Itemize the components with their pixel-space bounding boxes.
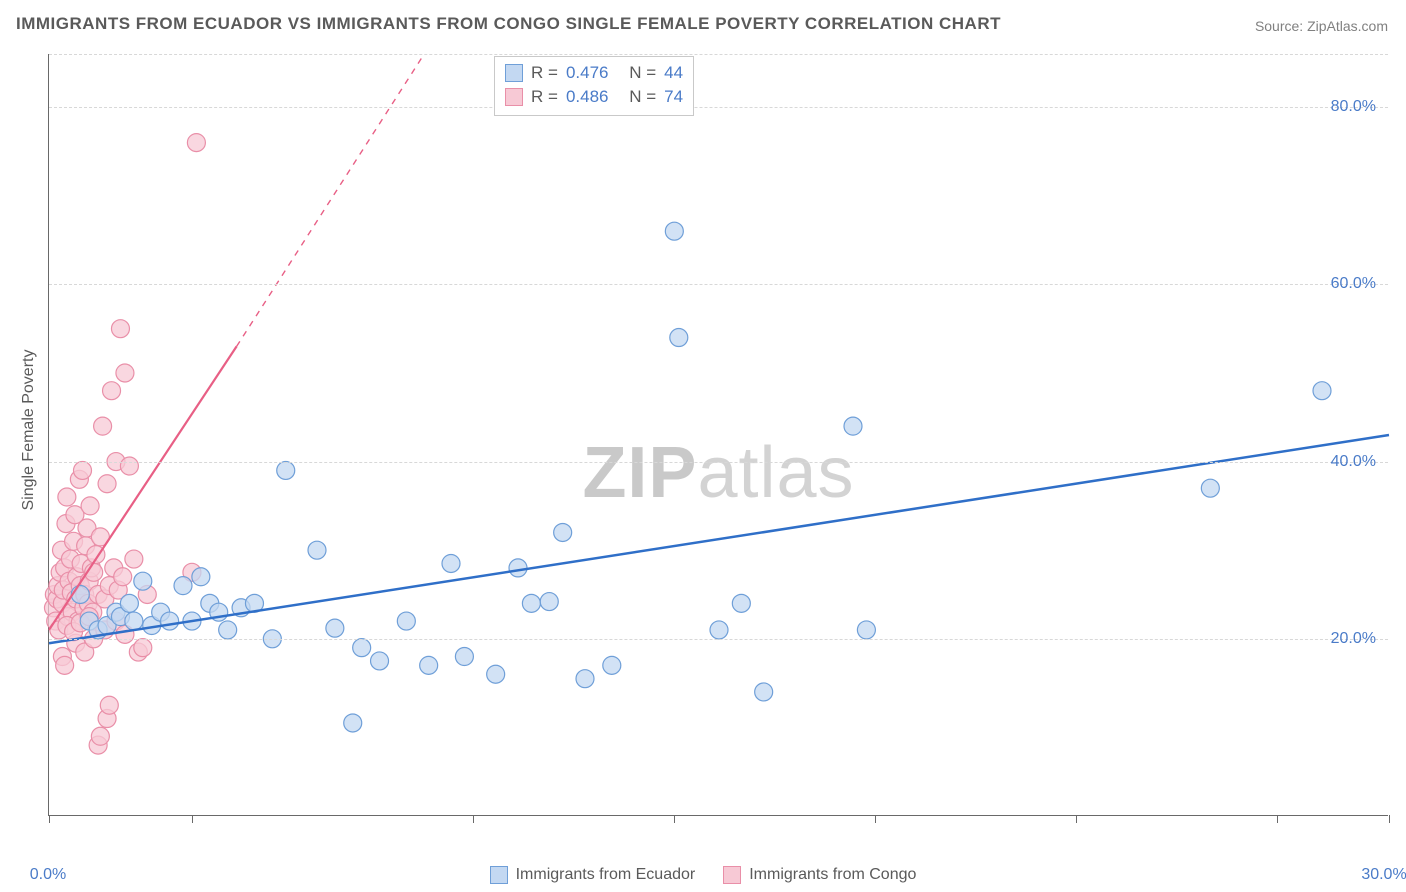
r-label: R = bbox=[531, 61, 558, 85]
swatch-congo-bottom bbox=[723, 866, 741, 884]
y-tick-label: 60.0% bbox=[1331, 275, 1376, 293]
trend-line bbox=[237, 54, 425, 346]
scatter-point bbox=[455, 648, 473, 666]
scatter-point bbox=[81, 497, 99, 515]
scatter-svg bbox=[49, 54, 1388, 815]
scatter-point bbox=[174, 577, 192, 595]
n-value-congo: 74 bbox=[664, 85, 683, 109]
y-axis-label: Single Female Poverty bbox=[20, 350, 38, 511]
scatter-point bbox=[134, 639, 152, 657]
scatter-point bbox=[326, 619, 344, 637]
n-label: N = bbox=[629, 85, 656, 109]
scatter-point bbox=[100, 696, 118, 714]
scatter-point bbox=[120, 594, 138, 612]
r-value-ecuador: 0.476 bbox=[566, 61, 609, 85]
scatter-point bbox=[74, 461, 92, 479]
scatter-point bbox=[125, 612, 143, 630]
scatter-point bbox=[134, 572, 152, 590]
scatter-point bbox=[120, 457, 138, 475]
scatter-point bbox=[94, 417, 112, 435]
x-tick bbox=[1277, 815, 1278, 823]
scatter-point bbox=[353, 639, 371, 657]
y-tick-label: 20.0% bbox=[1331, 630, 1376, 648]
scatter-point bbox=[114, 568, 132, 586]
x-tick bbox=[49, 815, 50, 823]
scatter-point bbox=[56, 656, 74, 674]
x-tick bbox=[473, 815, 474, 823]
legend-row-ecuador: R = 0.476 N = 44 bbox=[505, 61, 683, 85]
scatter-point bbox=[91, 727, 109, 745]
chart-plot-area: ZIPatlas 20.0%40.0%60.0%80.0% bbox=[48, 54, 1388, 816]
scatter-point bbox=[277, 461, 295, 479]
scatter-point bbox=[540, 593, 558, 611]
x-tick bbox=[875, 815, 876, 823]
r-value-congo: 0.486 bbox=[566, 85, 609, 109]
scatter-point bbox=[116, 364, 134, 382]
legend-correlation: R = 0.476 N = 44 R = 0.486 N = 74 bbox=[494, 56, 694, 116]
gridline bbox=[49, 462, 1388, 463]
scatter-point bbox=[710, 621, 728, 639]
scatter-point bbox=[420, 656, 438, 674]
scatter-point bbox=[522, 594, 540, 612]
scatter-point bbox=[576, 670, 594, 688]
scatter-point bbox=[71, 585, 89, 603]
y-tick-label: 40.0% bbox=[1331, 453, 1376, 471]
swatch-ecuador bbox=[505, 64, 523, 82]
gridline bbox=[49, 107, 1388, 108]
scatter-point bbox=[1201, 479, 1219, 497]
scatter-point bbox=[219, 621, 237, 639]
scatter-point bbox=[125, 550, 143, 568]
x-tick-0: 0.0% bbox=[30, 866, 66, 884]
scatter-point bbox=[308, 541, 326, 559]
scatter-point bbox=[344, 714, 362, 732]
gridline bbox=[49, 639, 1388, 640]
legend-series: Immigrants from Ecuador Immigrants from … bbox=[0, 866, 1406, 884]
gridline bbox=[49, 284, 1388, 285]
x-tick bbox=[1389, 815, 1390, 823]
y-tick-label: 80.0% bbox=[1331, 98, 1376, 116]
x-tick bbox=[1076, 815, 1077, 823]
scatter-point bbox=[442, 554, 460, 572]
scatter-point bbox=[755, 683, 773, 701]
scatter-point bbox=[371, 652, 389, 670]
legend-row-congo: R = 0.486 N = 74 bbox=[505, 85, 683, 109]
swatch-ecuador-bottom bbox=[490, 866, 508, 884]
legend-label-congo: Immigrants from Congo bbox=[749, 866, 916, 884]
scatter-point bbox=[603, 656, 621, 674]
x-tick bbox=[674, 815, 675, 823]
x-tick bbox=[192, 815, 193, 823]
scatter-point bbox=[857, 621, 875, 639]
scatter-point bbox=[670, 329, 688, 347]
source-label: Source: ZipAtlas.com bbox=[1255, 18, 1388, 34]
scatter-point bbox=[732, 594, 750, 612]
scatter-point bbox=[397, 612, 415, 630]
scatter-point bbox=[192, 568, 210, 586]
chart-title: IMMIGRANTS FROM ECUADOR VS IMMIGRANTS FR… bbox=[16, 14, 1001, 34]
scatter-point bbox=[161, 612, 179, 630]
n-value-ecuador: 44 bbox=[664, 61, 683, 85]
scatter-point bbox=[58, 488, 76, 506]
scatter-point bbox=[103, 382, 121, 400]
scatter-point bbox=[665, 222, 683, 240]
scatter-point bbox=[509, 559, 527, 577]
scatter-point bbox=[98, 475, 116, 493]
scatter-point bbox=[844, 417, 862, 435]
scatter-point bbox=[554, 523, 572, 541]
legend-item-congo: Immigrants from Congo bbox=[723, 866, 916, 884]
scatter-point bbox=[1313, 382, 1331, 400]
x-tick-30: 30.0% bbox=[1361, 866, 1406, 884]
legend-label-ecuador: Immigrants from Ecuador bbox=[516, 866, 696, 884]
scatter-point bbox=[187, 134, 205, 152]
gridline bbox=[49, 54, 1388, 55]
legend-item-ecuador: Immigrants from Ecuador bbox=[490, 866, 696, 884]
n-label: N = bbox=[629, 61, 656, 85]
scatter-point bbox=[111, 320, 129, 338]
r-label: R = bbox=[531, 85, 558, 109]
trend-line bbox=[49, 435, 1389, 643]
swatch-congo bbox=[505, 88, 523, 106]
scatter-point bbox=[487, 665, 505, 683]
